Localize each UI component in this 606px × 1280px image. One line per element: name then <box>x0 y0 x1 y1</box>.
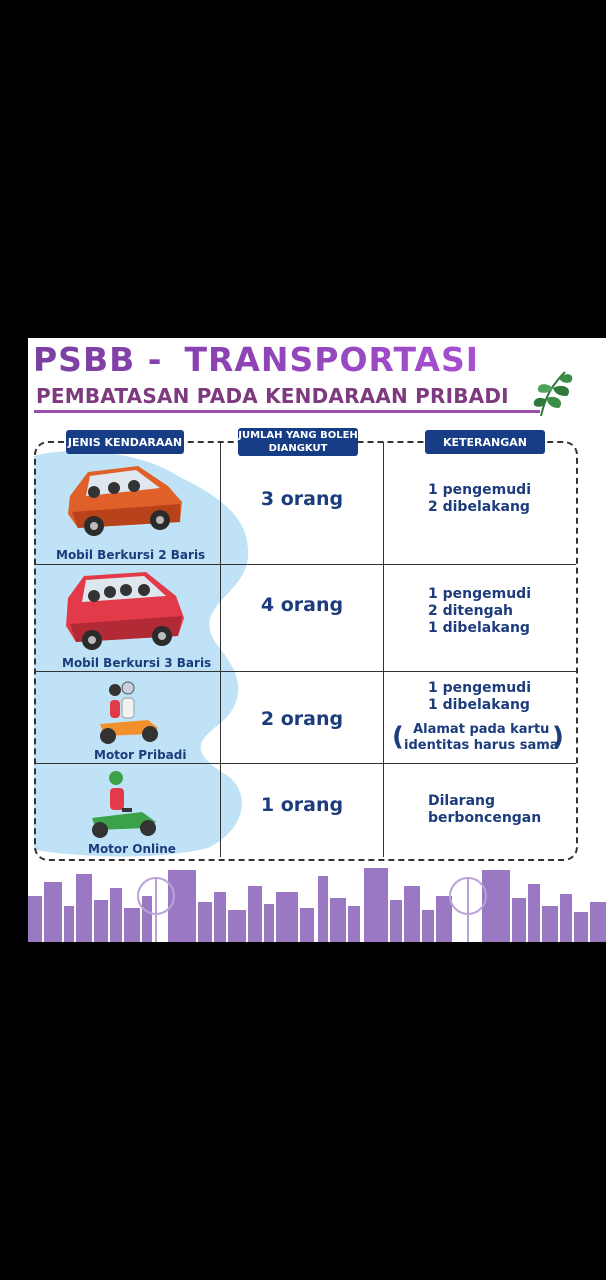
notes-cell: 1 pengemudi 2 ditengah 1 dibelakang <box>428 586 531 637</box>
poster-subtitle: PEMBATASAN PADA KENDARAAN PRIBADI <box>36 384 509 408</box>
vehicle-name: Mobil Berkursi 2 Baris <box>56 548 206 562</box>
row-divider <box>34 671 576 672</box>
header-capacity: JUMLAH YANG BOLEH DIANGKUT <box>238 428 358 456</box>
note-line: 1 pengemudi <box>428 680 531 696</box>
open-parenthesis: ( <box>392 722 404 752</box>
row-divider <box>34 564 576 565</box>
capacity-value: 2 orang <box>260 708 344 730</box>
orange-car-icon <box>68 466 182 536</box>
note-line: 1 dibelakang <box>428 697 530 713</box>
column-divider <box>383 442 384 857</box>
note-line: 2 ditengah <box>428 603 514 619</box>
header-notes: KETERANGAN <box>425 430 545 454</box>
capacity-value: 3 orang <box>260 488 344 510</box>
remark-line: identitas harus sama <box>404 738 559 753</box>
capacity-value: 1 orang <box>260 794 344 816</box>
notes-cell: 1 pengemudi 1 dibelakang <box>428 680 531 714</box>
remark-line: Alamat pada kartu <box>413 722 550 737</box>
vehicle-name: Motor Pribadi <box>94 748 187 762</box>
note-line: berboncengan <box>428 810 542 826</box>
remark-text: Alamat pada kartu identitas harus sama <box>404 722 559 754</box>
motorbike-one-rider-icon <box>92 771 156 838</box>
notes-cell: 1 pengemudi 2 dibelakang <box>428 482 531 516</box>
title-right: TRANSPORTASI <box>184 340 479 379</box>
red-car-icon <box>66 572 184 650</box>
note-line: 2 dibelakang <box>428 499 530 515</box>
note-line: 1 pengemudi <box>428 482 531 498</box>
title-left: PSBB - <box>33 340 163 379</box>
leaf-icon <box>533 371 573 417</box>
row-divider <box>34 763 576 764</box>
capacity-value: 4 orang <box>260 594 344 616</box>
vehicle-name: Motor Online <box>88 842 176 856</box>
poster: PSBB - TRANSPORTASI PEMBATASAN PADA KENDA… <box>28 338 606 942</box>
header-vehicle-type: JENIS KENDARAAN <box>66 430 184 454</box>
vehicle-column-background <box>34 450 249 857</box>
motorbike-two-riders-icon <box>100 681 158 744</box>
city-skyline-icon <box>28 868 606 942</box>
note-line: Dilarang <box>428 793 496 809</box>
close-parenthesis: ) <box>552 722 564 752</box>
subtitle-underline <box>34 410 540 413</box>
note-line: 1 dibelakang <box>428 620 530 636</box>
note-line: 1 pengemudi <box>428 586 531 602</box>
vehicle-name: Mobil Berkursi 3 Baris <box>62 656 212 670</box>
notes-cell: Dilarang berboncengan <box>428 793 541 827</box>
poster-title: PSBB - TRANSPORTASI <box>33 340 479 379</box>
column-divider <box>220 442 221 857</box>
